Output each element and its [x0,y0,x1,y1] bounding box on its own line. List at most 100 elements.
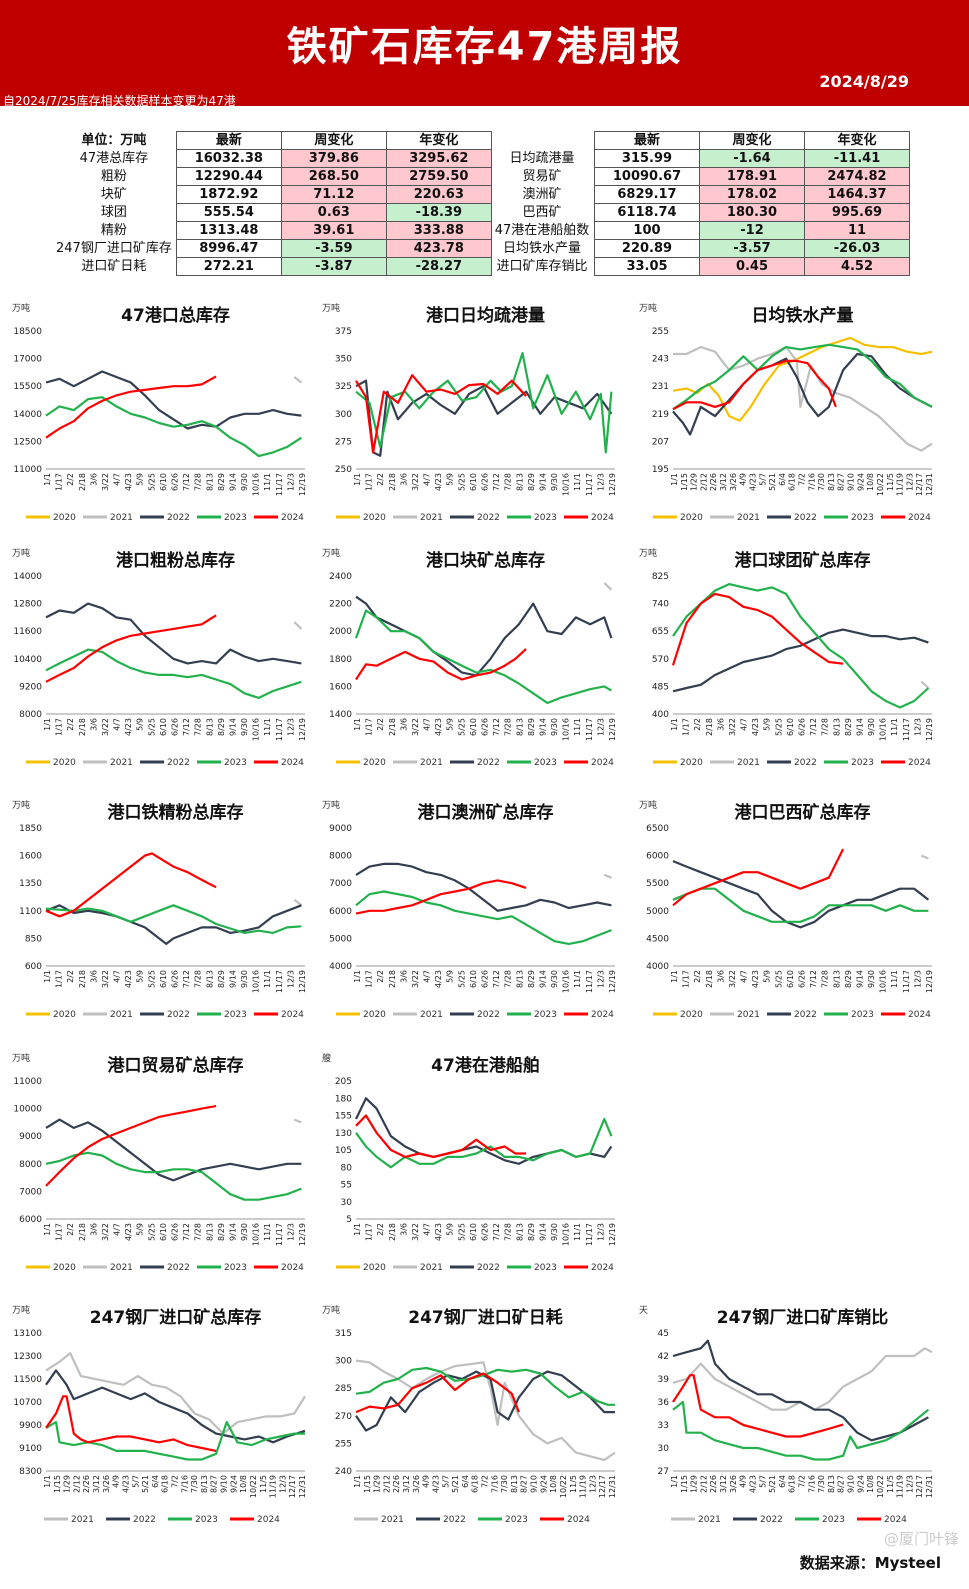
y-tick-label: 4500 [646,934,669,944]
x-tick-label: 6/4 [778,1475,787,1488]
line-chart: 47港在港船舶 艘 205 180 155 130 105 80 55 30 51/1 1/17 2/2… [322,1052,617,1273]
legend-label: 2021 [110,1263,133,1273]
x-tick-label: 2/12 [382,1475,391,1493]
x-tick-label: 4/23 [434,1223,443,1241]
legend-label: 2023 [534,758,557,768]
x-tick-label: 3/6 [716,970,725,983]
legend-label: 2023 [224,513,247,523]
series-line-2023 [672,343,933,411]
legend-label: 2021 [420,1263,443,1273]
x-tick-label: 1/1 [670,1475,679,1488]
x-tick-label: 11/1 [890,718,899,736]
row-label: 进口矿库存销比 [496,259,588,274]
x-tick-label: 9/30 [867,718,876,736]
x-tick-label: 4/23 [434,970,443,988]
x-tick-label: 9/14 [538,473,547,491]
series-line-2023 [672,582,930,709]
y-tick-label: 205 [335,1077,352,1087]
x-tick-label: 7/30 [817,1475,826,1493]
y-tick-label: 2000 [329,627,352,637]
x-tick-label: 8/27 [837,473,846,491]
y-tick-label: 11500 [13,1375,42,1385]
y-tick-label: 30 [658,1444,670,1454]
x-tick-label: 3/6 [89,718,98,731]
yoy-value: 2759.50 [385,167,492,186]
series-line-2022 [355,1097,613,1165]
x-tick-label: 8/27 [520,1475,529,1493]
legend-label: 2024 [884,1515,907,1525]
x-tick-label: 4/23 [751,970,760,988]
table-row: 47港在港船舶数 100 -12 11 [490,221,910,240]
x-tick-label: 10/8 [239,1475,248,1493]
legend-label: 2023 [505,1515,528,1525]
legend-label: 2022 [794,758,817,768]
y-tick-label: 207 [652,437,669,447]
y-tick-label: 55 [341,1181,352,1191]
x-tick-label: 11/17 [585,473,594,496]
x-tick-label: 5/7 [441,1475,450,1488]
x-tick-label: 10/22 [249,1475,258,1498]
x-tick-label: 2/26 [709,1475,718,1493]
series-line-2022 [672,860,930,929]
x-tick-label: 1/1 [670,473,679,486]
x-tick-label: 4/7 [423,970,432,983]
table-row: 澳洲矿 6829.17 178.02 1464.37 [490,185,910,204]
x-tick-label: 10/16 [879,718,888,741]
x-tick-label: 7/12 [182,970,191,988]
unit-label: 艘 [322,1052,331,1064]
x-tick-label: 10/16 [879,970,888,993]
y-tick-label: 2200 [329,600,352,610]
x-tick-label: 9/14 [855,970,864,988]
latest-value: 555.54 [175,203,282,222]
x-tick-label: 3/12 [92,1475,101,1493]
series-line-2021 [293,621,303,630]
x-tick-label: 9/14 [538,718,547,736]
x-tick-label: 2/18 [388,1223,397,1241]
x-tick-label: 6/10 [469,1223,478,1241]
x-tick-label: 2/2 [376,718,385,731]
x-tick-label: 1/1 [353,718,362,731]
unit-label: 万吨 [322,1304,340,1316]
legend-label: 2023 [224,1263,247,1273]
x-tick-label: 8/29 [217,718,226,736]
y-tick-label: 10400 [13,655,42,665]
wow-value: 178.91 [699,167,805,186]
x-tick-label: 12/17 [915,1475,924,1498]
x-tick-label: 11/1 [263,970,272,988]
legend-label: 2022 [477,1010,500,1020]
legend-label: 2021 [420,513,443,523]
y-tick-label: 825 [652,572,669,582]
x-tick-label: 5/9 [446,970,455,983]
chart-panel: 247钢厂进口矿库销比 天 45 42 39 36 33 30 27 1/1 1/15 1/29 2/1… [635,1297,940,1537]
x-tick-label: 5/9 [446,1223,455,1236]
series-line-2023 [45,904,302,934]
y-tick-label: 5500 [646,879,669,889]
x-tick-label: 1/1 [43,970,52,983]
x-tick-label: 12/3 [588,1475,597,1493]
x-tick-label: 12/17 [598,1475,607,1498]
x-tick-label: 1/1 [43,718,52,731]
x-tick-label: 12/3 [596,473,605,491]
legend-label: 2023 [224,1010,247,1020]
series-line-2023 [355,351,613,454]
yoy-value: -18.39 [385,203,492,222]
x-tick-label: 7/2 [798,473,807,486]
y-tick-label: 27 [658,1467,669,1477]
legend-label: 2022 [167,1263,190,1273]
series-line-2022 [355,862,612,912]
x-tick-label: 11/1 [573,1223,582,1241]
chart-panel: 日均铁水产量 万吨 255 243 231 219 207 195 1/1 1/15 1/29 2/1… [635,295,940,535]
chart-panel: 港口球团矿总库存 万吨 825 740 655 570 485 400 1/1 1/17 2/2 2/… [635,540,940,780]
x-tick-label: 9/30 [240,473,249,491]
y-tick-label: 255 [652,327,669,337]
x-tick-label: 11/17 [585,718,594,741]
col-wow: 周变化 [699,131,805,150]
x-tick-label: 8/13 [205,473,214,491]
x-tick-label: 9/24 [229,1475,238,1493]
table-header-row: 单位：万吨 最新 周变化 年变化 [52,131,492,150]
y-tick-label: 5 [346,1215,352,1225]
x-tick-label: 9/24 [856,1475,865,1493]
